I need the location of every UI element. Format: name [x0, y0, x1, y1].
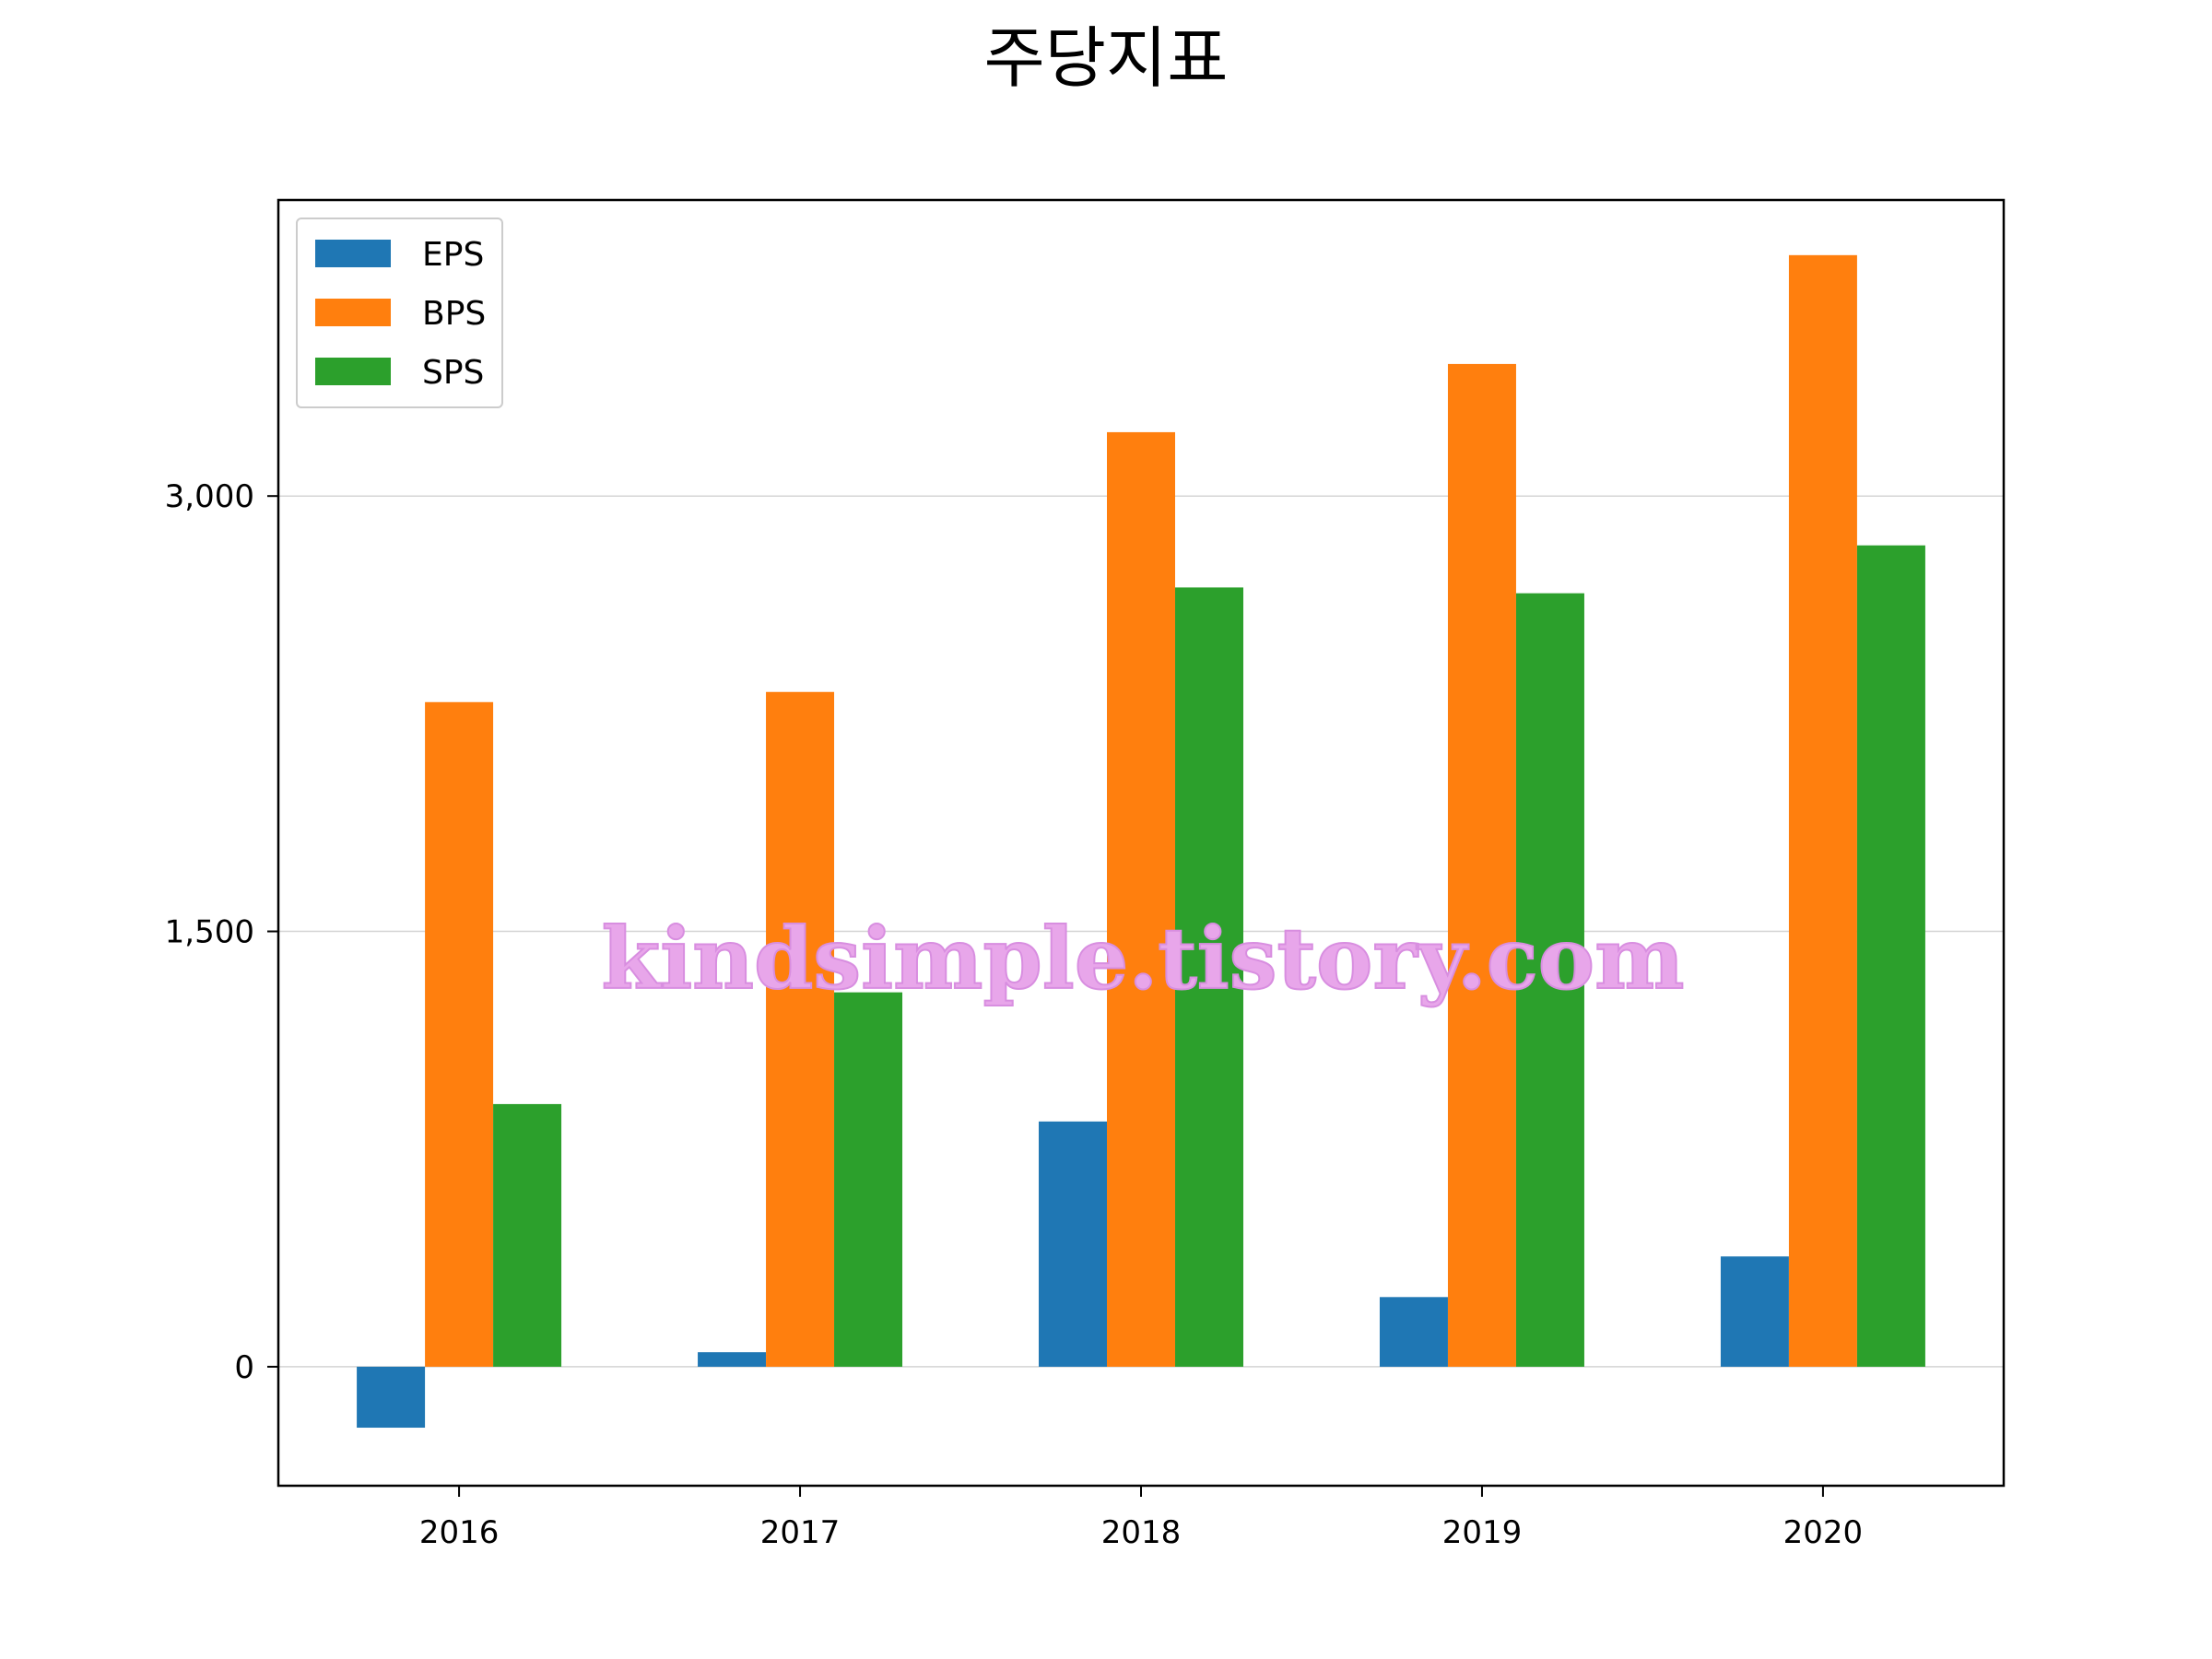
watermark: kindsimple.tistory.com: [601, 909, 1684, 1008]
bar-eps-2016: [357, 1366, 426, 1429]
bar-eps-2017: [698, 1352, 767, 1367]
legend-swatch-bps: [315, 299, 391, 326]
bar-bps-2019: [1447, 363, 1516, 1367]
y-tick-label: 1,500: [165, 914, 254, 951]
x-tick-label: 2019: [1442, 1514, 1523, 1551]
legend-label-eps: EPS: [422, 236, 484, 274]
bar-eps-2019: [1379, 1297, 1448, 1367]
legend: EPS BPS SPS: [296, 218, 503, 408]
chart-title: 주당지표: [984, 19, 1229, 97]
bar-sps-2019: [1515, 593, 1584, 1367]
bar-sps-2020: [1856, 545, 1925, 1367]
bar-bps-2016: [425, 701, 494, 1367]
x-tick-label: 2016: [419, 1514, 500, 1551]
bar-eps-2020: [1720, 1256, 1789, 1367]
bar-bps-2017: [766, 691, 835, 1367]
legend-label-bps: BPS: [422, 295, 486, 333]
legend-label-sps: SPS: [422, 354, 484, 392]
y-axis: 0 1,500 3,000: [165, 478, 278, 1386]
y-tick-label: 3,000: [165, 478, 254, 515]
bar-sps-2017: [834, 992, 903, 1367]
y-tick-label: 0: [234, 1349, 254, 1386]
x-tick-label: 2018: [1101, 1514, 1182, 1551]
x-axis: 2016 2017 2018 2019 2020: [419, 1486, 1863, 1551]
bar-sps-2018: [1174, 587, 1243, 1367]
bar-eps-2018: [1039, 1121, 1108, 1367]
bars: [357, 254, 1925, 1429]
bar-sps-2016: [493, 1103, 562, 1367]
legend-swatch-eps: [315, 240, 391, 267]
x-tick-label: 2020: [1783, 1514, 1864, 1551]
bar-bps-2018: [1107, 431, 1175, 1367]
legend-swatch-sps: [315, 358, 391, 385]
x-tick-label: 2017: [760, 1514, 841, 1551]
bar-bps-2020: [1788, 254, 1857, 1367]
